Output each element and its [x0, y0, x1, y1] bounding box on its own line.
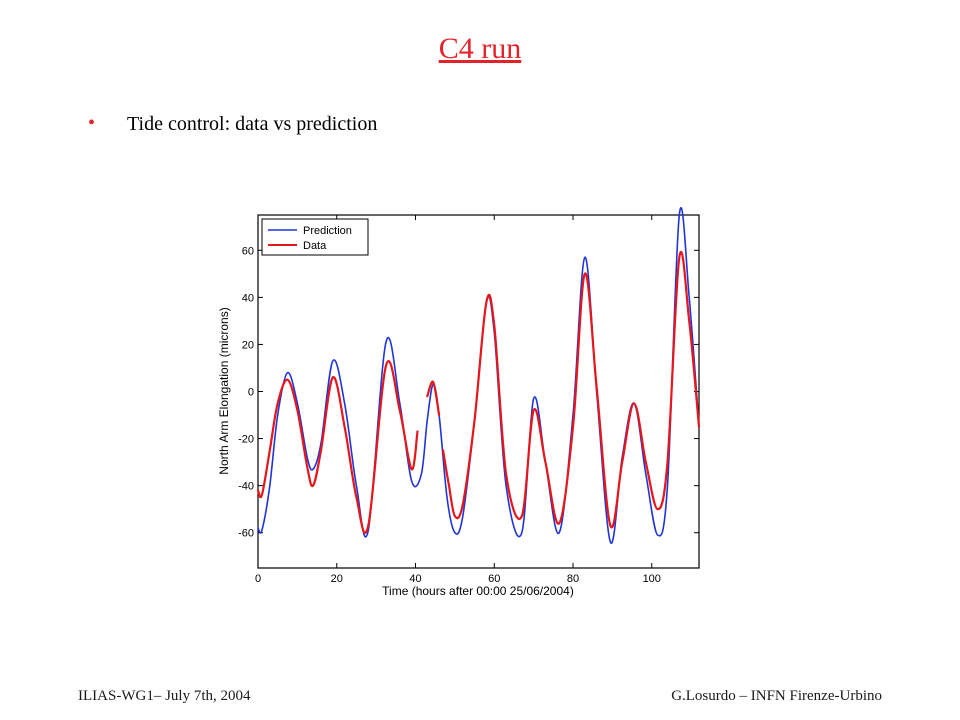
series-line-data	[256, 360, 419, 534]
legend-data-label: Data	[303, 240, 327, 252]
legend-box	[261, 218, 369, 256]
x-tick-label: 60	[488, 573, 500, 585]
x-axis-label: Time (hours after 00:00 25/06/2004)	[382, 584, 574, 598]
legend-prediction-label: Prediction	[303, 225, 352, 237]
x-tick-label: 40	[409, 573, 421, 585]
bullet-text: Tide control: data vs prediction	[127, 113, 378, 135]
footer-right: G.Losurdo – INFN Firenze-Urbino	[671, 688, 882, 704]
bullet-marker: •	[88, 112, 96, 134]
x-tick-label: 0	[255, 573, 261, 585]
y-tick-label: -20	[238, 434, 254, 446]
footer-left: ILIAS-WG1– July 7th, 2004	[78, 688, 251, 704]
x-tick-label: 80	[567, 573, 579, 585]
y-tick-label: 0	[248, 387, 254, 399]
y-tick-label: 60	[242, 245, 254, 257]
slide-title: C4 run	[438, 32, 522, 65]
y-axis-label: North Arm Elongation (microns)	[217, 307, 231, 474]
y-tick-label: -40	[238, 481, 254, 493]
legend: Prediction Data	[261, 218, 369, 256]
series-line-data	[442, 250, 701, 529]
series-line-data	[426, 380, 441, 417]
x-tick-label: 20	[331, 573, 343, 585]
y-tick-label: -60	[238, 528, 254, 540]
y-tick-label: 40	[242, 292, 254, 304]
x-tick-label: 100	[643, 573, 661, 585]
y-tick-label: 20	[242, 339, 254, 351]
